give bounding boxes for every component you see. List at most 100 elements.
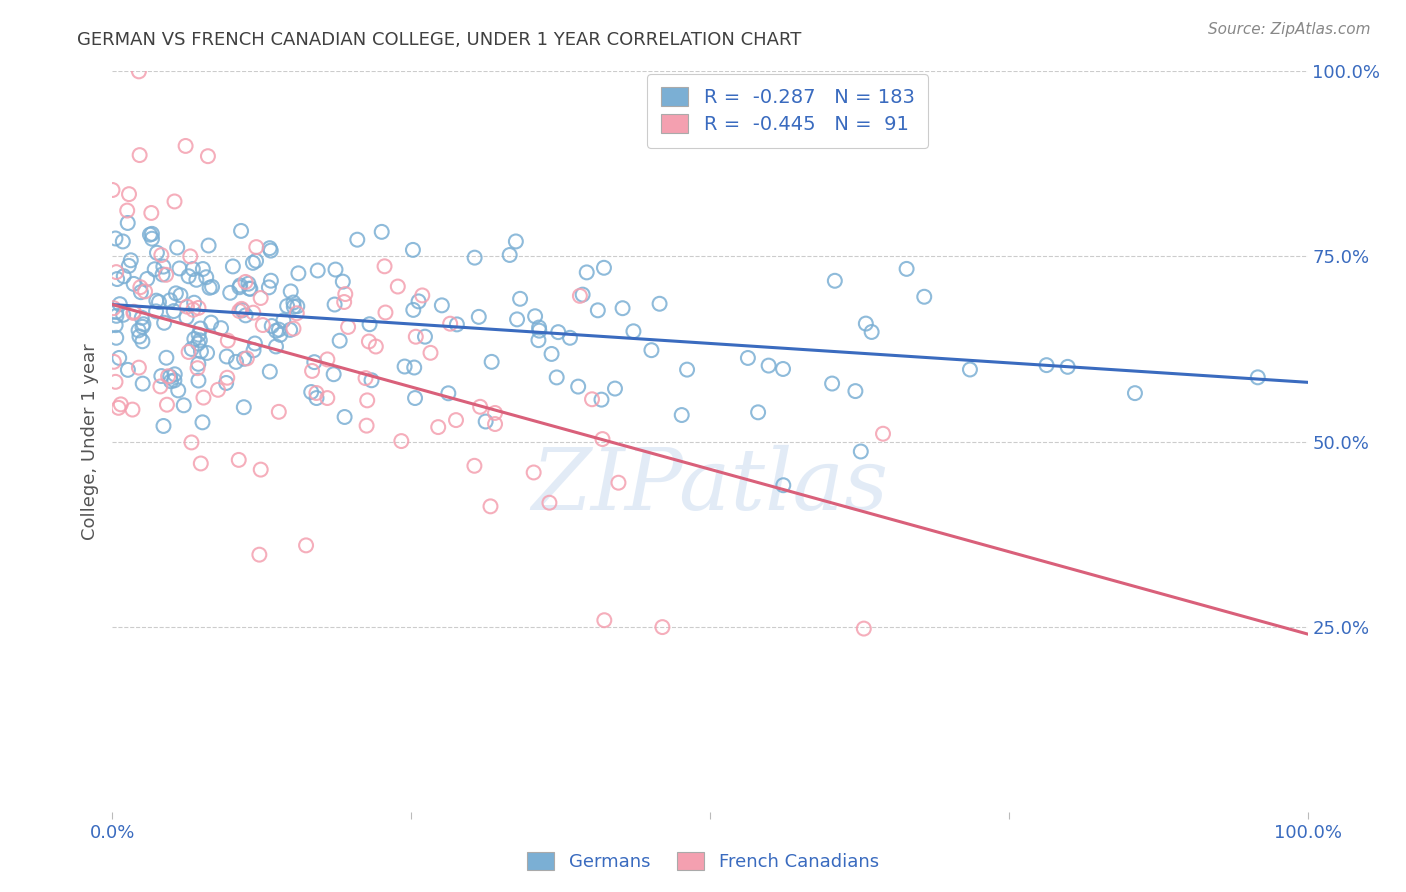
Point: [235, 309, 257, 323]
Point: [215, 376, 238, 390]
Point: [567, 379, 589, 393]
Point: [233, 351, 256, 366]
Point: [105, 309, 128, 323]
Point: [181, 262, 204, 277]
Point: [523, 466, 546, 480]
Point: [1247, 370, 1270, 384]
Point: [197, 238, 219, 252]
Point: [166, 240, 188, 254]
Point: [169, 288, 191, 302]
Point: [260, 274, 283, 288]
Point: [141, 227, 163, 241]
Point: [117, 216, 139, 230]
Point: [356, 393, 378, 408]
Point: [464, 251, 486, 265]
Point: [128, 148, 150, 162]
Point: [259, 241, 281, 255]
Point: [181, 302, 204, 317]
Point: [304, 355, 326, 369]
Point: [165, 286, 187, 301]
Point: [333, 295, 356, 310]
Point: [360, 373, 382, 387]
Point: [402, 302, 425, 317]
Point: [592, 432, 614, 446]
Point: [571, 287, 593, 301]
Point: [101, 183, 124, 197]
Point: [122, 306, 145, 320]
Point: [283, 321, 305, 335]
Point: [191, 262, 214, 277]
Point: [872, 426, 894, 441]
Point: [333, 409, 356, 424]
Point: [249, 462, 271, 476]
Point: [586, 303, 609, 318]
Point: [225, 355, 247, 369]
Point: [405, 330, 427, 344]
Point: [104, 318, 127, 333]
Point: [242, 306, 264, 320]
Point: [197, 149, 219, 163]
Point: [152, 260, 174, 274]
Point: [155, 268, 177, 282]
Point: [183, 332, 205, 346]
Point: [603, 382, 626, 396]
Point: [183, 295, 205, 310]
Point: [131, 376, 153, 391]
Point: [229, 224, 252, 238]
Point: [131, 319, 153, 334]
Point: [287, 266, 309, 280]
Point: [591, 392, 613, 407]
Point: [105, 331, 128, 345]
Point: [231, 303, 253, 318]
Point: [152, 419, 174, 434]
Point: [160, 374, 183, 388]
Point: [273, 313, 295, 327]
Point: [772, 478, 794, 492]
Point: [105, 305, 128, 319]
Point: [190, 457, 212, 471]
Point: [105, 265, 128, 279]
Point: [222, 260, 245, 274]
Point: [607, 475, 630, 490]
Point: [186, 273, 208, 287]
Point: [527, 333, 550, 347]
Point: [128, 360, 150, 375]
Point: [474, 415, 496, 429]
Point: [509, 292, 531, 306]
Point: [150, 369, 173, 384]
Point: [150, 248, 173, 262]
Point: [593, 260, 616, 275]
Point: [177, 345, 200, 359]
Point: [242, 256, 264, 270]
Point: [322, 368, 344, 382]
Point: [139, 227, 162, 242]
Point: [118, 187, 141, 202]
Point: [228, 453, 250, 467]
Point: [299, 385, 322, 400]
Point: [187, 327, 209, 342]
Point: [419, 346, 441, 360]
Point: [737, 351, 759, 365]
Point: [128, 323, 150, 337]
Point: [145, 293, 167, 308]
Point: [245, 240, 267, 254]
Point: [159, 369, 181, 384]
Point: [374, 260, 396, 274]
Point: [295, 538, 318, 552]
Point: [305, 391, 328, 405]
Point: [238, 282, 260, 296]
Point: [568, 289, 591, 303]
Point: [389, 434, 412, 448]
Point: [131, 310, 153, 325]
Point: [187, 301, 209, 315]
Point: [195, 346, 218, 360]
Y-axis label: College, Under 1 year: College, Under 1 year: [80, 343, 98, 540]
Point: [128, 64, 150, 78]
Point: [285, 306, 308, 320]
Point: [546, 370, 568, 384]
Point: [540, 347, 562, 361]
Point: [235, 275, 257, 289]
Point: [446, 318, 468, 332]
Point: [231, 301, 253, 316]
Point: [283, 300, 305, 314]
